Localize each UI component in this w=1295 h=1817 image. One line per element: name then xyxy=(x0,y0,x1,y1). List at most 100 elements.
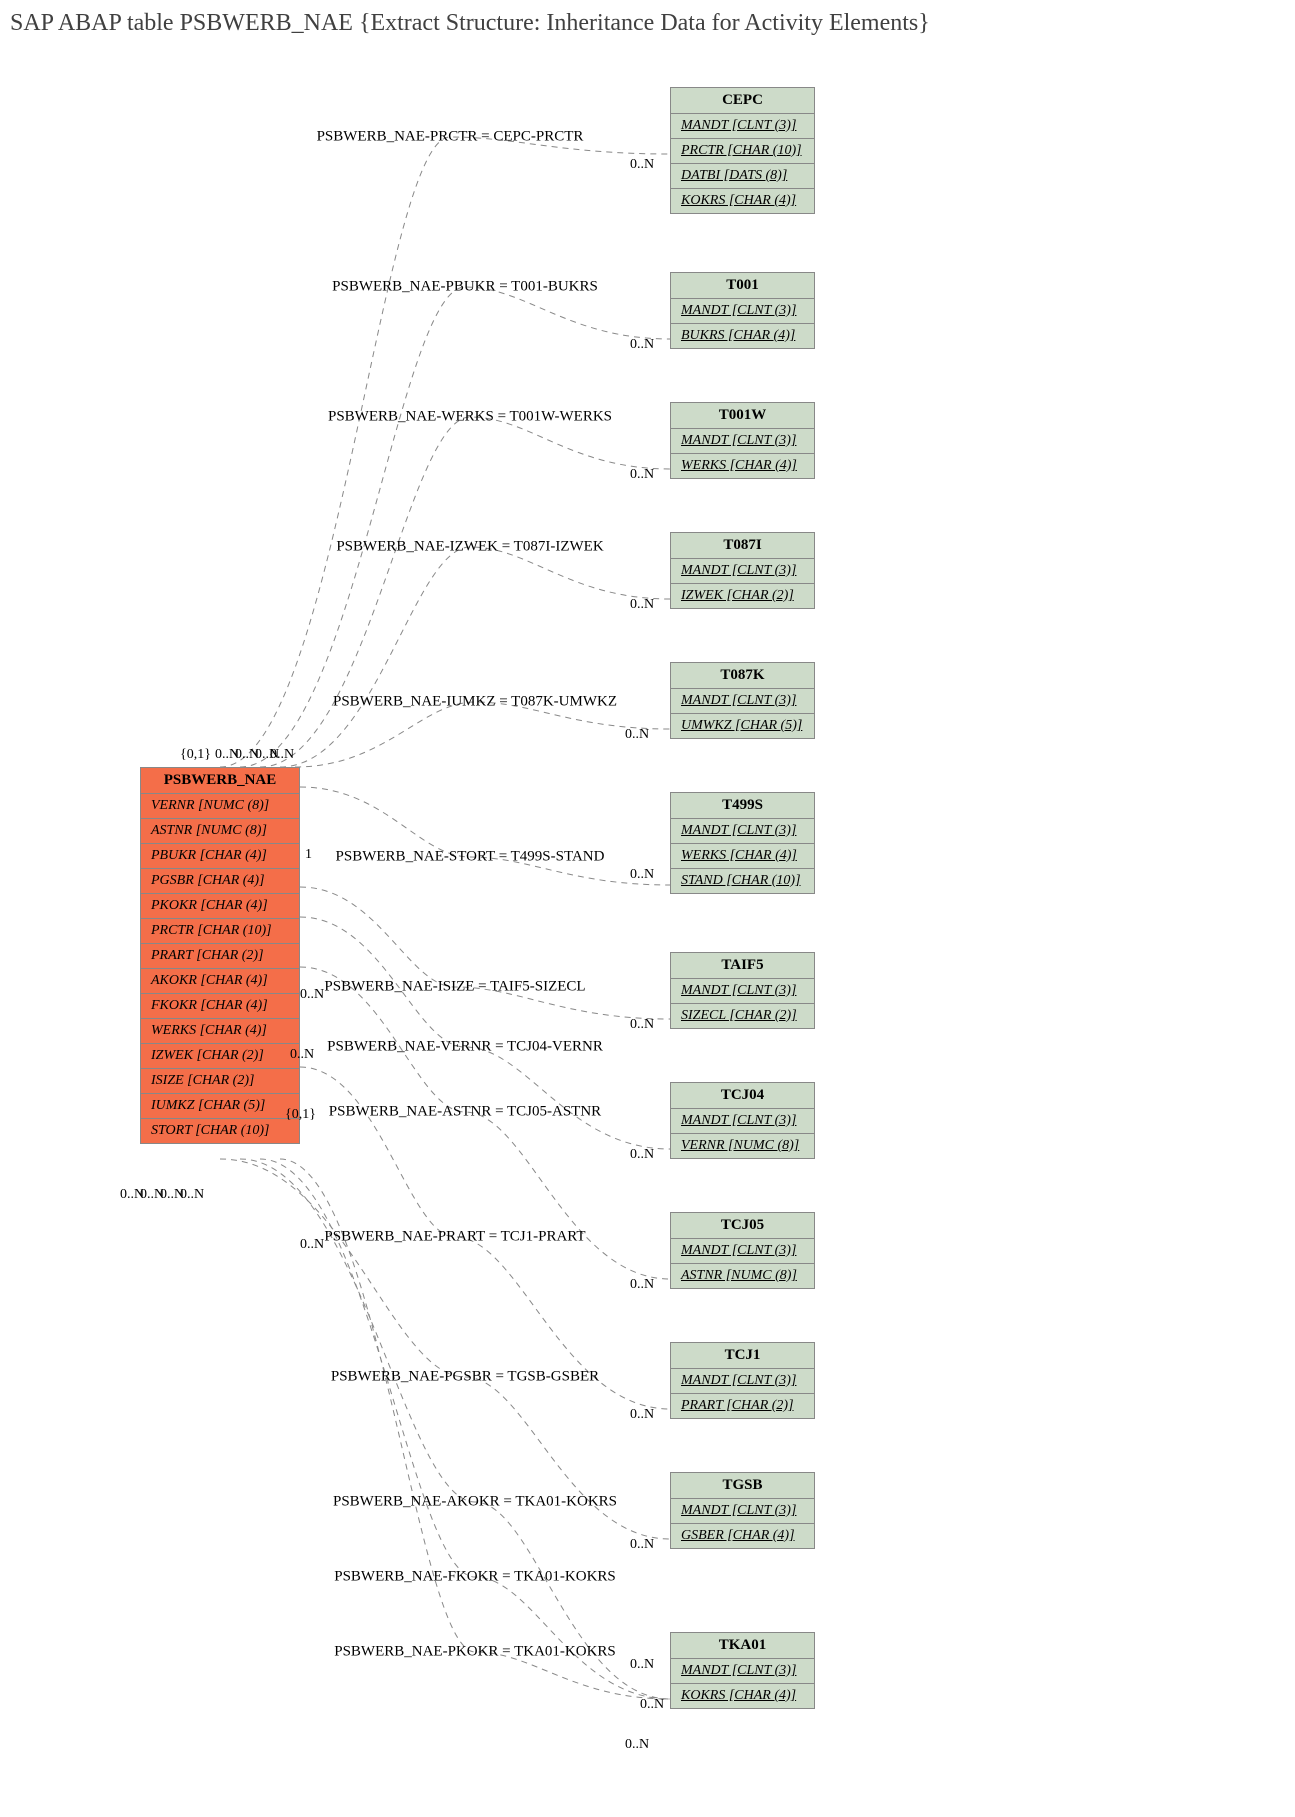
ref-entity-TCJ04: TCJ04MANDT [CLNT (3)]VERNR [NUMC (8)] xyxy=(670,1082,815,1159)
entity-field: KOKRS [CHAR (4)] xyxy=(671,189,815,214)
entity-header: T087K xyxy=(671,663,815,689)
cardinality-source: 0..N xyxy=(270,747,294,763)
entity-field: MANDT [CLNT (3)] xyxy=(671,689,815,714)
cardinality-dest: 0..N xyxy=(630,467,654,483)
entity-field: MANDT [CLNT (3)] xyxy=(671,429,815,454)
cardinality-dest: 0..N xyxy=(630,867,654,883)
ref-entity-TGSB: TGSBMANDT [CLNT (3)]GSBER [CHAR (4)] xyxy=(670,1472,815,1549)
relationship-label: PSBWERB_NAE-IZWEK = T087I-IZWEK xyxy=(336,539,603,556)
entity-field: MANDT [CLNT (3)] xyxy=(671,1369,815,1394)
entity-header: T001 xyxy=(671,273,815,299)
ref-entity-T087K: T087KMANDT [CLNT (3)]UMWKZ [CHAR (5)] xyxy=(670,662,815,739)
entity-field: PBUKR [CHAR (4)] xyxy=(141,844,300,869)
cardinality-source: 0..N xyxy=(300,987,324,1003)
entity-field: PRCTR [CHAR (10)] xyxy=(141,919,300,944)
entity-field: MANDT [CLNT (3)] xyxy=(671,1239,815,1264)
cardinality-dest: 0..N xyxy=(625,1737,649,1753)
relationship-label: PSBWERB_NAE-VERNR = TCJ04-VERNR xyxy=(327,1039,603,1056)
cardinality-dest: 0..N xyxy=(630,337,654,353)
ref-entity-T499S: T499SMANDT [CLNT (3)]WERKS [CHAR (4)]STA… xyxy=(670,792,815,894)
relationship-label: PSBWERB_NAE-PRART = TCJ1-PRART xyxy=(324,1229,585,1246)
entity-field: PRART [CHAR (2)] xyxy=(141,944,300,969)
relationship-label: PSBWERB_NAE-WERKS = T001W-WERKS xyxy=(328,409,612,426)
entity-header: T087I xyxy=(671,533,815,559)
entity-field: MANDT [CLNT (3)] xyxy=(671,114,815,139)
entity-field: PGSBR [CHAR (4)] xyxy=(141,869,300,894)
entity-field: UMWKZ [CHAR (5)] xyxy=(671,714,815,739)
cardinality-dest: 0..N xyxy=(630,1407,654,1423)
relationship-label: PSBWERB_NAE-PBUKR = T001-BUKRS xyxy=(332,279,598,296)
cardinality-dest: 0..N xyxy=(630,1277,654,1293)
entity-field: MANDT [CLNT (3)] xyxy=(671,299,815,324)
entity-field: KOKRS [CHAR (4)] xyxy=(671,1684,815,1709)
entity-header: CEPC xyxy=(671,88,815,114)
entity-field: WERKS [CHAR (4)] xyxy=(141,1019,300,1044)
ref-entity-TCJ05: TCJ05MANDT [CLNT (3)]ASTNR [NUMC (8)] xyxy=(670,1212,815,1289)
relationship-label: PSBWERB_NAE-AKOKR = TKA01-KOKRS xyxy=(333,1494,617,1511)
entity-field: SIZECL [CHAR (2)] xyxy=(671,1004,815,1029)
entity-header: TGSB xyxy=(671,1473,815,1499)
cardinality-dest: 0..N xyxy=(630,597,654,613)
entity-field: FKOKR [CHAR (4)] xyxy=(141,994,300,1019)
entity-field: DATBI [DATS (8)] xyxy=(671,164,815,189)
ref-entity-TAIF5: TAIF5MANDT [CLNT (3)]SIZECL [CHAR (2)] xyxy=(670,952,815,1029)
relationship-label: PSBWERB_NAE-STORT = T499S-STAND xyxy=(336,849,605,866)
ref-entity-CEPC: CEPCMANDT [CLNT (3)]PRCTR [CHAR (10)]DAT… xyxy=(670,87,815,214)
cardinality-dest: 0..N xyxy=(630,1537,654,1553)
entity-field: MANDT [CLNT (3)] xyxy=(671,1109,815,1134)
entity-field: WERKS [CHAR (4)] xyxy=(671,844,815,869)
entity-field: PRCTR [CHAR (10)] xyxy=(671,139,815,164)
entity-field: MANDT [CLNT (3)] xyxy=(671,559,815,584)
entity-field: STORT [CHAR (10)] xyxy=(141,1119,300,1144)
cardinality-source: 0..N xyxy=(290,1047,314,1063)
ref-entity-T001: T001MANDT [CLNT (3)]BUKRS [CHAR (4)] xyxy=(670,272,815,349)
entity-field: IUMKZ [CHAR (5)] xyxy=(141,1094,300,1119)
entity-header: PSBWERB_NAE xyxy=(141,768,300,794)
relationship-label: PSBWERB_NAE-FKOKR = TKA01-KOKRS xyxy=(334,1569,616,1586)
cardinality-source: 0..N xyxy=(300,1237,324,1253)
entity-field: PRART [CHAR (2)] xyxy=(671,1394,815,1419)
entity-field: MANDT [CLNT (3)] xyxy=(671,979,815,1004)
relationship-label: PSBWERB_NAE-PKOKR = TKA01-KOKRS xyxy=(334,1644,616,1661)
entity-field: PKOKR [CHAR (4)] xyxy=(141,894,300,919)
page-title: SAP ABAP table PSBWERB_NAE {Extract Stru… xyxy=(10,10,1295,37)
entity-field: ISIZE [CHAR (2)] xyxy=(141,1069,300,1094)
relationship-label: PSBWERB_NAE-IUMKZ = T087K-UMWKZ xyxy=(333,694,617,711)
entity-header: TKA01 xyxy=(671,1633,815,1659)
cardinality-dest: 0..N xyxy=(640,1697,664,1713)
entity-field: MANDT [CLNT (3)] xyxy=(671,1499,815,1524)
entity-field: IZWEK [CHAR (2)] xyxy=(141,1044,300,1069)
cardinality-dest: 0..N xyxy=(625,727,649,743)
ref-entity-T001W: T001WMANDT [CLNT (3)]WERKS [CHAR (4)] xyxy=(670,402,815,479)
cardinality-source: 0..N xyxy=(180,1187,204,1203)
entity-header: T001W xyxy=(671,403,815,429)
relationship-label: PSBWERB_NAE-PGSBR = TGSB-GSBER xyxy=(331,1369,599,1386)
relationship-label: PSBWERB_NAE-ASTNR = TCJ05-ASTNR xyxy=(329,1104,601,1121)
entity-field: MANDT [CLNT (3)] xyxy=(671,819,815,844)
entity-field: MANDT [CLNT (3)] xyxy=(671,1659,815,1684)
cardinality-dest: 0..N xyxy=(630,1017,654,1033)
entity-field: VERNR [NUMC (8)] xyxy=(671,1134,815,1159)
main-entity-PSBWERB_NAE: PSBWERB_NAEVERNR [NUMC (8)]ASTNR [NUMC (… xyxy=(140,767,300,1144)
relationship-label: PSBWERB_NAE-PRCTR = CEPC-PRCTR xyxy=(317,129,584,146)
entity-field: IZWEK [CHAR (2)] xyxy=(671,584,815,609)
entity-field: VERNR [NUMC (8)] xyxy=(141,794,300,819)
ref-entity-TCJ1: TCJ1MANDT [CLNT (3)]PRART [CHAR (2)] xyxy=(670,1342,815,1419)
entity-field: WERKS [CHAR (4)] xyxy=(671,454,815,479)
entity-field: GSBER [CHAR (4)] xyxy=(671,1524,815,1549)
entity-header: TCJ05 xyxy=(671,1213,815,1239)
entity-header: TCJ04 xyxy=(671,1083,815,1109)
entity-header: TCJ1 xyxy=(671,1343,815,1369)
cardinality-dest: 0..N xyxy=(630,157,654,173)
entity-field: ASTNR [NUMC (8)] xyxy=(671,1264,815,1289)
entity-header: T499S xyxy=(671,793,815,819)
ref-entity-T087I: T087IMANDT [CLNT (3)]IZWEK [CHAR (2)] xyxy=(670,532,815,609)
cardinality-dest: 0..N xyxy=(630,1147,654,1163)
relationship-label: PSBWERB_NAE-ISIZE = TAIF5-SIZECL xyxy=(324,979,585,996)
entity-header: TAIF5 xyxy=(671,953,815,979)
entity-field: ASTNR [NUMC (8)] xyxy=(141,819,300,844)
ref-entity-TKA01: TKA01MANDT [CLNT (3)]KOKRS [CHAR (4)] xyxy=(670,1632,815,1709)
entity-field: AKOKR [CHAR (4)] xyxy=(141,969,300,994)
cardinality-dest: 0..N xyxy=(630,1657,654,1673)
entity-field: STAND [CHAR (10)] xyxy=(671,869,815,894)
